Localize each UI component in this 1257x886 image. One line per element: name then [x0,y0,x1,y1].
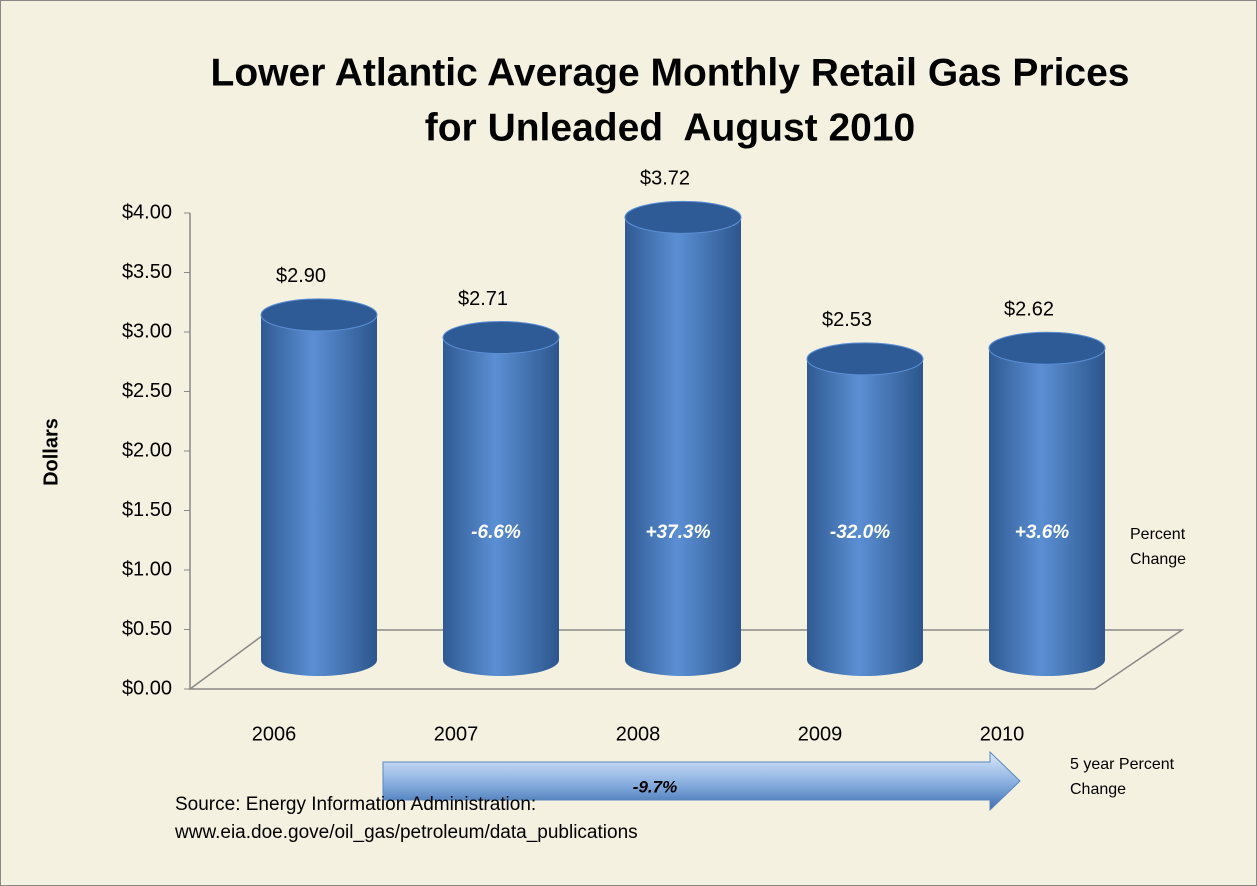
value-label: $2.71 [458,288,508,310]
chart-title: for Unleaded August 2010 [425,106,916,149]
value-label: $2.90 [276,265,326,287]
bar [625,217,741,676]
five-year-change: -9.7% [633,777,677,796]
bar-top [806,342,924,376]
bar [807,358,923,676]
value-label: $2.62 [1004,299,1054,321]
bar [261,314,377,676]
five-year-label: Change [1070,781,1126,798]
bar [989,348,1105,676]
percent-change-label: Percent [1130,526,1186,543]
y-tick-label: $0.00 [122,677,172,699]
bar-top [988,331,1106,365]
bar-top [260,298,378,332]
source: Source: Energy Information Administratio… [175,794,536,815]
x-tick-label: 2010 [980,723,1025,745]
chart-title: Lower Atlantic Average Monthly Retail Ga… [211,51,1130,94]
y-tick-label: $2.50 [122,380,172,402]
floor [187,629,1185,690]
percent-change: -6.6% [471,522,521,543]
five-year-arrow [382,750,1021,812]
y-tick-label: $0.50 [122,618,172,640]
value-label: $3.72 [640,168,690,190]
bar [443,337,559,676]
x-tick-label: 2008 [616,723,661,745]
bar-top [624,200,742,234]
y-tick-label: $2.00 [122,439,172,461]
x-tick-label: 2007 [434,723,479,745]
bar-top [442,321,560,355]
percent-change: +37.3% [646,522,711,543]
y-axis-label: Dollars [40,418,62,486]
percent-change: -32.0% [830,522,890,543]
percent-change: +3.6% [1015,522,1070,543]
y-tick-label: $1.00 [122,558,172,580]
value-label: $2.53 [822,309,872,331]
source: www.eia.doe.gove/oil_gas/petroleum/data_… [174,822,638,843]
y-tick-label: $1.50 [122,499,172,521]
x-tick-label: 2006 [252,723,297,745]
y-tick-label: $3.00 [122,320,172,342]
y-tick-label: $3.50 [122,261,172,283]
x-tick-label: 2009 [798,723,843,745]
y-tick-label: $4.00 [122,201,172,223]
percent-change-label: Change [1130,551,1186,568]
five-year-label: 5 year Percent [1070,756,1175,773]
